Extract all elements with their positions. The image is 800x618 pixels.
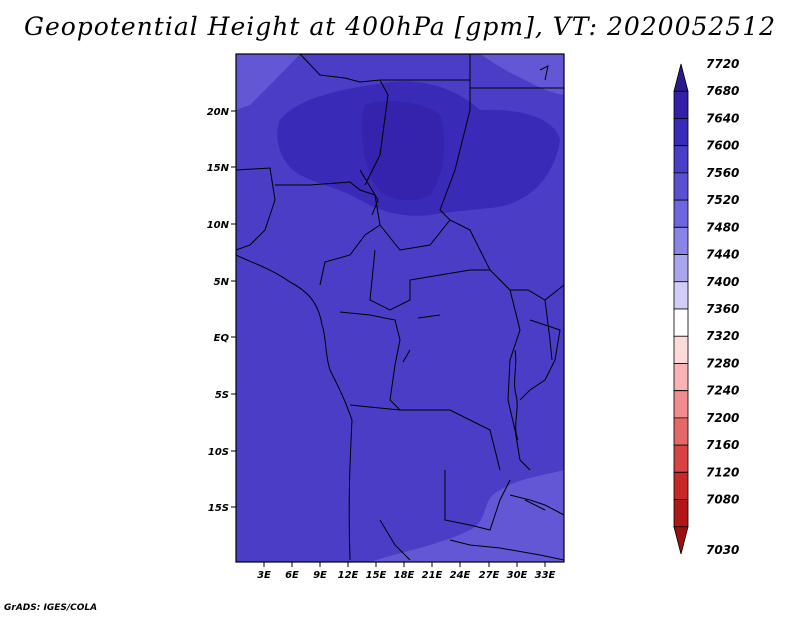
colorbar-label: 7120: [706, 465, 739, 479]
colorbar-label: 7600: [706, 139, 739, 153]
colorbar-cell: [673, 390, 689, 419]
lon-label: 15E: [366, 570, 387, 581]
lat-label: 5N: [214, 277, 230, 288]
colorbar-label: 7320: [706, 329, 739, 343]
lon-label: 21E: [422, 570, 443, 581]
colorbar-label: 7680: [706, 84, 739, 98]
lat-label: 15S: [208, 503, 229, 514]
lat-label: 10N: [207, 220, 230, 231]
colorbar-cell: [673, 417, 689, 446]
colorbar-label: 7360: [706, 302, 739, 316]
lat-label: 10S: [208, 447, 229, 458]
colorbar-cell: [673, 471, 689, 500]
lat-label: EQ: [214, 333, 230, 344]
colorbar-cell: [673, 118, 689, 147]
colorbar-cell: [673, 63, 689, 92]
colorbar: 7720 7680 7640 7600 7560 7520 7480 7440 7400 7360…: [673, 57, 739, 557]
colorbar-label: 7240: [706, 384, 739, 398]
lat-axis: 20N 15N 10N 5N EQ 5S 10S 15S: [207, 107, 236, 514]
lon-label: 24E: [450, 570, 471, 581]
lon-label: 6E: [285, 570, 299, 581]
colorbar-label: 7400: [706, 275, 739, 289]
lon-label: 9E: [313, 570, 327, 581]
colorbar-cell: [673, 526, 689, 555]
lon-axis: 3E 6E 9E 12E 15E 18E 21E 24E 27E 30E 33E: [257, 562, 556, 581]
colorbar-cell: [673, 444, 689, 473]
lon-label: 33E: [535, 570, 556, 581]
colorbar-cell: [673, 363, 689, 392]
colorbar-label: 7440: [706, 248, 739, 262]
colorbar-label: 7720: [706, 57, 739, 71]
colorbar-label: 7560: [706, 166, 739, 180]
colorbar-label: 7080: [706, 493, 739, 507]
country-borders: [235, 53, 565, 561]
lon-label: 27E: [479, 570, 500, 581]
lat-label: 5S: [215, 390, 229, 401]
colorbar-label: 7200: [706, 411, 739, 425]
map-frame: [235, 53, 565, 563]
colorbar-cell: [673, 281, 689, 310]
colorbar-cell: [673, 499, 689, 528]
colorbar-label: 7520: [706, 193, 739, 207]
colorbar-label: 7160: [706, 438, 739, 452]
lon-label: 12E: [338, 570, 359, 581]
colorbar-label: 7480: [706, 220, 739, 234]
page-title: Geopotential Height at 400hPa [gpm], VT:…: [23, 12, 777, 41]
lon-label: 3E: [257, 570, 271, 581]
lon-label: 30E: [507, 570, 528, 581]
colorbar-cell: [673, 254, 689, 283]
lakes: [402, 65, 549, 511]
colorbar-cell: [673, 172, 689, 201]
colorbar-label: 7640: [706, 111, 739, 125]
lon-label: 18E: [394, 570, 415, 581]
colorbar-cell: [673, 335, 689, 364]
contour-region-nw: [236, 54, 300, 110]
colorbar-cell: [673, 199, 689, 228]
colorbar-cell: [673, 145, 689, 174]
lat-label: 15N: [207, 163, 230, 174]
credit-text: GrADS: IGES/COLA: [4, 603, 98, 613]
colorbar-label: 7030: [706, 543, 739, 557]
colorbar-cell: [673, 308, 689, 337]
colorbar-cell: [673, 226, 689, 255]
lat-label: 20N: [207, 107, 230, 118]
contour-region-ne: [480, 54, 564, 95]
contour-region-center-dark: [361, 101, 445, 201]
contour-region-se: [370, 470, 564, 562]
colorbar-label: 7280: [706, 356, 739, 370]
colorbar-cell: [673, 90, 689, 119]
